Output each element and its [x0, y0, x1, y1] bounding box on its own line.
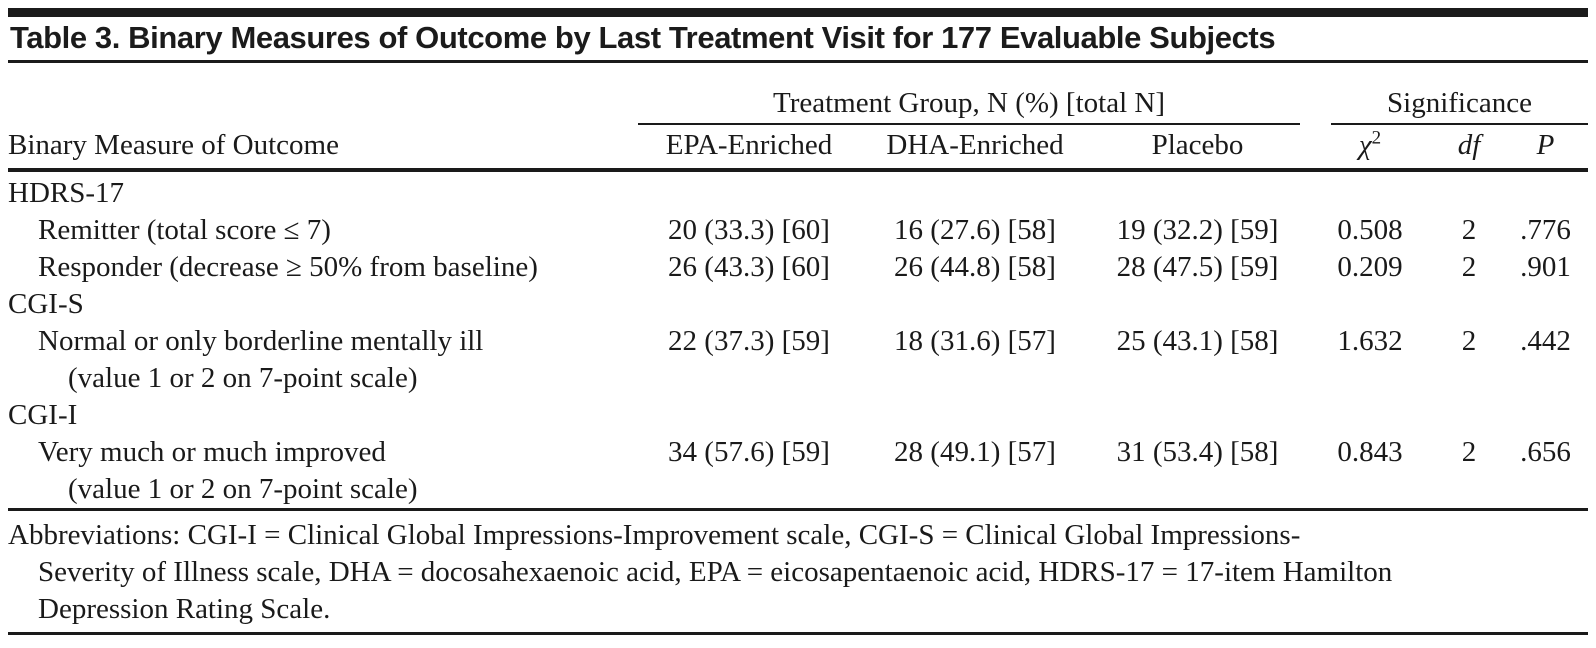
chi-symbol: χ — [1358, 129, 1372, 161]
footnote-line-1: Abbreviations: CGI-I = Clinical Global I… — [8, 519, 1301, 551]
cell-p: .442 — [1520, 325, 1571, 357]
cell-epa: 26 (43.3) [60] — [668, 251, 830, 283]
table-row-cgis-normal: Normal or only borderline mentally ill (… — [8, 323, 1588, 397]
table-row-cgii-improved: Very much or much improved (value 1 or 2… — [8, 434, 1588, 510]
row-label: Normal or only borderline mentally ill — [38, 325, 484, 357]
col-header-stub: Binary Measure of Outcome — [8, 129, 339, 161]
table-header: Treatment Group, N (%) [total N] Signifi… — [8, 63, 1589, 170]
cell-dha: 18 (31.6) [57] — [894, 325, 1056, 357]
table-row-remitter: Remitter (total score ≤ 7) 20 (33.3) [60… — [8, 212, 1588, 249]
cell-dha: 28 (49.1) [57] — [894, 436, 1056, 468]
col-header-p: P — [1536, 129, 1555, 161]
significance-spanner-label: Significance — [1331, 87, 1589, 125]
cell-df: 2 — [1461, 214, 1477, 246]
cell-chi2: 0.209 — [1337, 251, 1403, 283]
cell-p: .776 — [1520, 214, 1571, 246]
cell-chi2: 1.632 — [1337, 325, 1403, 357]
table-body: HDRS-17 Remitter (total score ≤ 7) 20 (3… — [8, 170, 1589, 510]
treatment-group-spanner-label: Treatment Group, N (%) [total N] — [638, 87, 1301, 125]
column-header-row: Binary Measure of Outcome EPA-Enriched D… — [8, 125, 1588, 170]
table-footnote: Abbreviations: CGI-I = Clinical Global I… — [8, 511, 1588, 632]
cell-placebo: 19 (32.2) [59] — [1116, 214, 1279, 246]
section-row-cgis: CGI-S — [8, 286, 1588, 323]
bottom-rule — [8, 632, 1588, 635]
cell-placebo: 31 (53.4) [58] — [1116, 436, 1279, 468]
section-label: HDRS-17 — [8, 177, 125, 209]
cell-placebo: 28 (47.5) [59] — [1116, 251, 1279, 283]
row-label: Remitter (total score ≤ 7) — [38, 214, 331, 246]
cell-df: 2 — [1461, 325, 1477, 357]
cell-chi2: 0.508 — [1337, 214, 1403, 246]
cell-epa: 34 (57.6) [59] — [668, 436, 830, 468]
cell-df: 2 — [1461, 436, 1477, 468]
cell-dha: 16 (27.6) [58] — [894, 214, 1056, 246]
section-row-hdrs17: HDRS-17 — [8, 170, 1588, 212]
row-label: Responder (decrease ≥ 50% from baseline) — [38, 251, 538, 283]
cell-chi2: 0.843 — [1337, 436, 1403, 468]
cell-df: 2 — [1461, 251, 1477, 283]
footnote-line-2: Severity of Illness scale, DHA = docosah… — [38, 556, 1393, 588]
cell-dha: 26 (44.8) [58] — [894, 251, 1056, 283]
cell-placebo: 25 (43.1) [58] — [1116, 325, 1279, 357]
footnote-line-3: Depression Rating Scale. — [38, 593, 331, 625]
spanner-header-row: Treatment Group, N (%) [total N] Signifi… — [8, 63, 1589, 125]
table-row-responder: Responder (decrease ≥ 50% from baseline)… — [8, 249, 1588, 286]
title-rule — [8, 60, 1588, 63]
row-label: Very much or much improved — [38, 436, 386, 468]
top-rule — [8, 8, 1588, 17]
col-header-epa: EPA-Enriched — [665, 129, 833, 161]
stub-spacer — [8, 63, 638, 125]
section-label: CGI-I — [8, 399, 78, 431]
treatment-group-spanner: Treatment Group, N (%) [total N] — [638, 63, 1305, 125]
section-row-cgii: CGI-I — [8, 397, 1588, 434]
col-header-df: df — [1457, 129, 1481, 161]
row-label-continuation: (value 1 or 2 on 7-point scale) — [68, 362, 418, 394]
cell-p: .656 — [1520, 436, 1571, 468]
cell-p: .901 — [1520, 251, 1571, 283]
col-header-chi-square: χ2 — [1305, 125, 1435, 170]
cell-epa: 20 (33.3) [60] — [668, 214, 830, 246]
cell-epa: 22 (37.3) [59] — [668, 325, 830, 357]
significance-spanner: Significance — [1305, 63, 1589, 125]
table-title: Table 3. Binary Measures of Outcome by L… — [10, 20, 1276, 55]
row-label-continuation: (value 1 or 2 on 7-point scale) — [68, 473, 418, 505]
col-header-dha: DHA-Enriched — [886, 129, 1064, 161]
col-header-placebo: Placebo — [1151, 129, 1244, 161]
outcomes-table: Treatment Group, N (%) [total N] Signifi… — [8, 63, 1589, 511]
chi-exponent: 2 — [1371, 127, 1382, 149]
section-label: CGI-S — [8, 288, 84, 320]
